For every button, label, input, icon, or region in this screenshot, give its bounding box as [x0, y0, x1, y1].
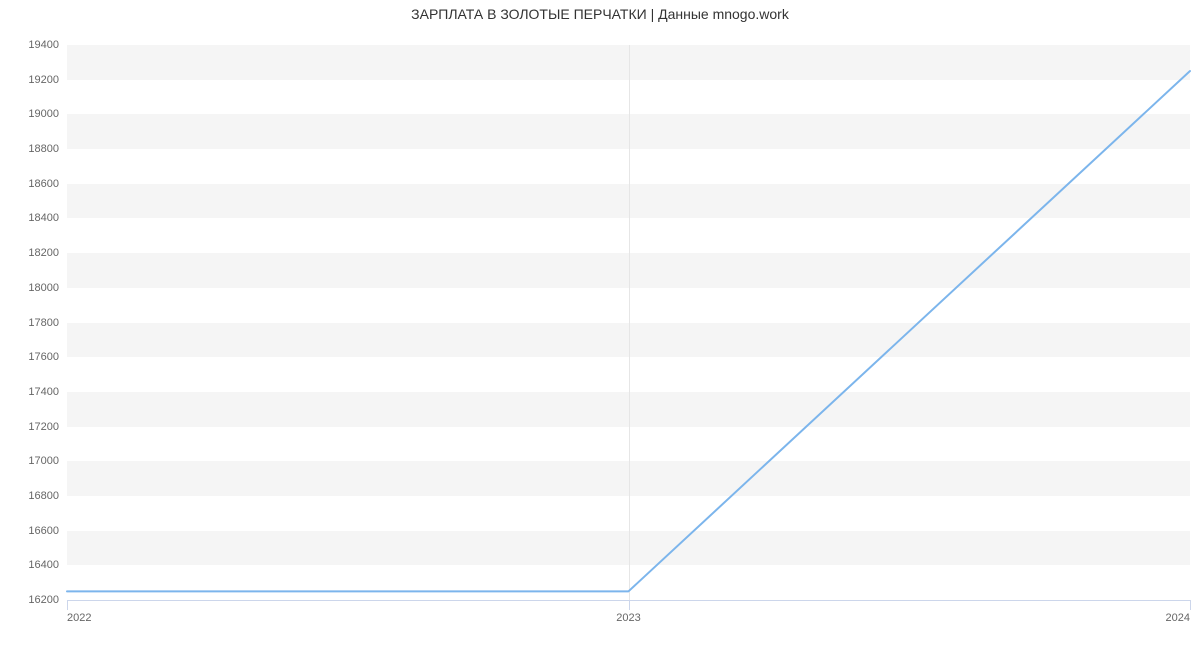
y-axis-label: 18800	[28, 143, 59, 155]
x-tickmark	[67, 600, 68, 610]
series-line-salary	[67, 71, 1190, 591]
plot-area: 1620016400166001680017000172001740017600…	[67, 45, 1190, 600]
y-axis-label: 17200	[28, 421, 59, 433]
y-axis-label: 17400	[28, 386, 59, 398]
y-axis-label: 18000	[28, 282, 59, 294]
y-axis-label: 16200	[28, 594, 59, 606]
x-axis-label: 2023	[616, 612, 640, 624]
x-axis-label: 2024	[1166, 612, 1190, 624]
y-axis-label: 18200	[28, 247, 59, 259]
y-axis-label: 16800	[28, 490, 59, 502]
x-axis-line	[67, 600, 1190, 601]
series-layer	[67, 45, 1190, 600]
x-tickmark	[629, 600, 630, 610]
y-axis-label: 19000	[28, 108, 59, 120]
y-axis-label: 17600	[28, 351, 59, 363]
y-axis-label: 16400	[28, 559, 59, 571]
y-axis-label: 16600	[28, 525, 59, 537]
x-axis-label: 2022	[67, 612, 91, 624]
chart-title: ЗАРПЛАТА В ЗОЛОТЫЕ ПЕРЧАТКИ | Данные mno…	[0, 6, 1200, 22]
y-axis-label: 17800	[28, 317, 59, 329]
y-axis-label: 19200	[28, 74, 59, 86]
x-tickmark	[1190, 600, 1191, 610]
y-axis-label: 18600	[28, 178, 59, 190]
y-axis-label: 18400	[28, 212, 59, 224]
y-axis-label: 17000	[28, 455, 59, 467]
salary-line-chart: ЗАРПЛАТА В ЗОЛОТЫЕ ПЕРЧАТКИ | Данные mno…	[0, 0, 1200, 650]
y-axis-label: 19400	[28, 39, 59, 51]
